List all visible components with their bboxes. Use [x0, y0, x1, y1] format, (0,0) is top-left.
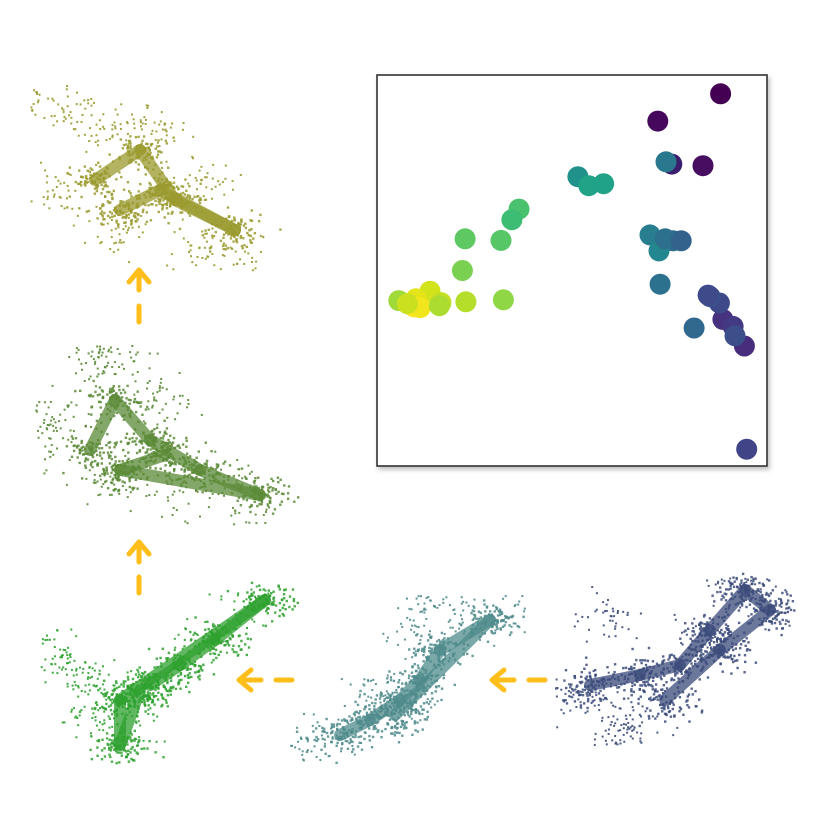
scatter-point	[683, 317, 705, 339]
scatter-point	[455, 291, 477, 313]
cloud-olive-yellow	[30, 85, 282, 272]
flow-arrows	[126, 267, 548, 693]
scatter-point	[724, 325, 746, 347]
cloud-olive-green	[35, 345, 300, 526]
scatter-point	[736, 438, 758, 460]
cloud-teal	[290, 595, 526, 764]
scatter-point	[647, 110, 669, 132]
scatter-point	[428, 295, 450, 317]
scatter-point	[649, 273, 671, 295]
scatter-point	[501, 209, 523, 231]
arrow-teal-to-green	[236, 667, 295, 693]
scatter-point	[670, 230, 692, 252]
scatter-point	[396, 293, 418, 315]
scatter-point	[451, 260, 473, 281]
scatter-point	[593, 173, 615, 195]
scatter-panel	[376, 74, 768, 467]
scatter-point	[654, 228, 676, 250]
scatter-plot-frame	[376, 74, 768, 467]
scatter-point	[710, 83, 732, 105]
scatter-points	[388, 83, 758, 460]
scatter-point	[454, 228, 476, 250]
cloud-green	[40, 581, 299, 765]
scatter-point	[492, 289, 514, 311]
arrow-green-to-olive-green	[126, 539, 152, 596]
scatter-point	[490, 229, 512, 251]
scatter-point	[692, 155, 714, 177]
scatter-point	[655, 151, 677, 173]
scatter-point	[697, 284, 719, 306]
arrow-olive-green-to-olive-yellow	[126, 267, 152, 325]
cloud-navy	[555, 572, 796, 746]
point-cloud-group	[30, 85, 796, 765]
arrow-navy-to-teal	[489, 667, 548, 693]
